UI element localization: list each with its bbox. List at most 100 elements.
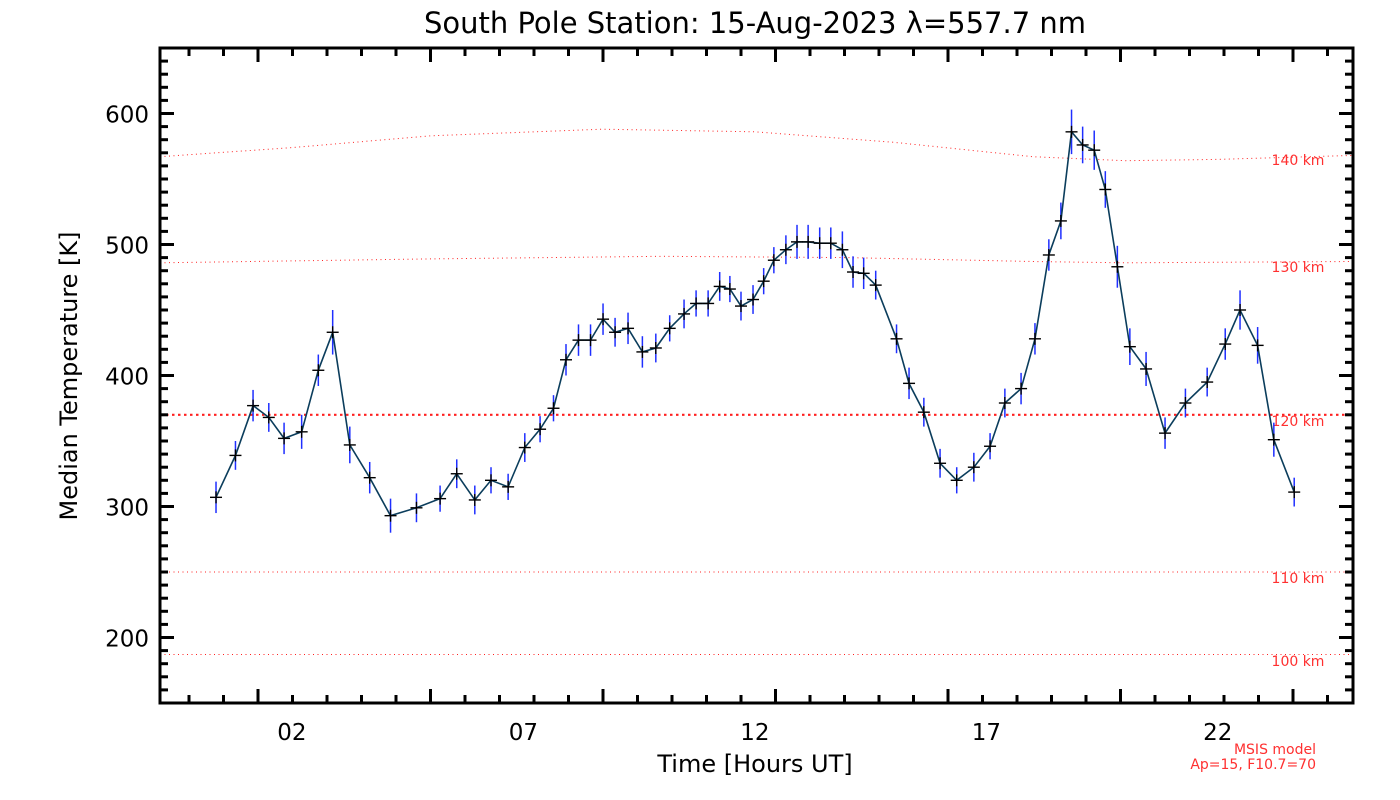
msis-curve-130-km — [159, 255, 1354, 264]
data-point — [702, 297, 715, 310]
data-point — [518, 441, 531, 454]
y-tick-label: 600 — [105, 103, 149, 129]
data-point — [229, 449, 242, 462]
data-point — [572, 334, 585, 347]
data-point — [890, 332, 903, 345]
msis-model-label: MSIS model — [1234, 742, 1316, 758]
x-tick-label: 22 — [1203, 720, 1232, 746]
y-tick-label: 200 — [105, 627, 149, 653]
data-point — [485, 474, 498, 487]
msis-curves: 140 km 130 km 120 km 110 km 100 km — [159, 128, 1354, 670]
data-point — [984, 440, 997, 453]
msis-altitude-label: 100 km — [1272, 654, 1325, 670]
data-point — [1111, 260, 1124, 273]
data-point — [1288, 486, 1301, 499]
data-point — [363, 471, 376, 484]
data-point — [1267, 433, 1280, 446]
data-point — [502, 480, 515, 493]
data-point — [903, 377, 916, 390]
data-point — [767, 254, 780, 267]
x-tick-label: 02 — [277, 720, 306, 746]
data-point — [734, 300, 747, 313]
data-point — [1015, 382, 1028, 395]
data-point — [468, 493, 481, 506]
data-point — [967, 461, 980, 474]
data-point — [1234, 304, 1247, 316]
msis-altitude-label: 110 km — [1272, 571, 1325, 587]
data-point — [434, 492, 447, 505]
data-point — [690, 297, 703, 310]
data-point — [813, 237, 826, 250]
msis-altitude-label: 120 km — [1272, 414, 1325, 430]
data-point — [1099, 183, 1112, 196]
chart-title: South Pole Station: 15-Aug-2023 λ=557.7 … — [424, 6, 1086, 40]
y-tick-label: 400 — [105, 365, 149, 391]
data-point — [747, 293, 760, 306]
data-point — [1159, 427, 1172, 440]
data-point — [847, 266, 860, 279]
data-point — [1042, 248, 1055, 261]
data-point — [998, 397, 1011, 410]
data-point — [343, 438, 356, 451]
data-point — [934, 457, 947, 470]
data-point — [791, 235, 804, 248]
y-axis-label: Median Temperature [K] — [55, 231, 83, 520]
data-point — [1140, 362, 1153, 375]
data-point — [857, 267, 870, 280]
data-point — [1054, 214, 1067, 227]
data-point — [1076, 138, 1089, 151]
data-point — [713, 280, 726, 293]
x-tick-label: 07 — [509, 720, 538, 746]
data-point — [262, 411, 275, 424]
data-point — [636, 345, 649, 358]
y-tick-label: 500 — [105, 234, 149, 260]
data-point — [609, 326, 622, 339]
data-point — [278, 432, 291, 445]
data-series — [210, 109, 1301, 533]
data-point — [1251, 339, 1264, 352]
data-point — [326, 326, 339, 339]
data-point — [1028, 332, 1041, 345]
data-point — [534, 423, 547, 436]
data-point — [210, 491, 223, 504]
x-tick-label: 17 — [972, 720, 1001, 746]
data-point — [559, 353, 572, 366]
data-point — [247, 399, 260, 412]
x-tick-label: 12 — [740, 720, 769, 746]
data-point — [547, 402, 560, 415]
msis-altitude-label: 130 km — [1272, 260, 1325, 276]
data-point — [1123, 340, 1136, 353]
data-point — [1179, 397, 1192, 410]
x-axis-label: Time [Hours UT] — [656, 750, 852, 778]
data-point — [779, 243, 792, 256]
data-point — [757, 275, 770, 288]
data-point — [450, 467, 463, 480]
data-point — [410, 501, 423, 514]
series-line — [215, 129, 1295, 517]
data-point — [678, 307, 691, 320]
y-tick-label: 300 — [105, 496, 149, 522]
data-point — [312, 364, 325, 377]
data-point — [1201, 376, 1214, 389]
data-point — [723, 283, 736, 296]
data-point — [597, 313, 610, 326]
data-point — [649, 341, 662, 354]
msis-curve-140-km — [159, 128, 1354, 162]
data-point — [295, 425, 308, 438]
axes: 02 07 12 17 22 200 300 400 500 600 — [105, 46, 1355, 746]
data-point — [824, 237, 837, 250]
msis-params-label: Ap=15, F10.7=70 — [1190, 757, 1316, 773]
data-point — [869, 279, 882, 292]
data-point — [584, 334, 597, 347]
data-point — [836, 243, 849, 256]
data-point — [1065, 125, 1078, 138]
data-point — [917, 406, 930, 419]
data-point — [1219, 338, 1232, 351]
data-point — [950, 474, 963, 487]
msis-altitude-label: 140 km — [1272, 153, 1325, 169]
data-point — [384, 509, 397, 522]
data-point — [1088, 144, 1101, 157]
data-point — [802, 235, 815, 248]
data-point — [663, 322, 676, 335]
